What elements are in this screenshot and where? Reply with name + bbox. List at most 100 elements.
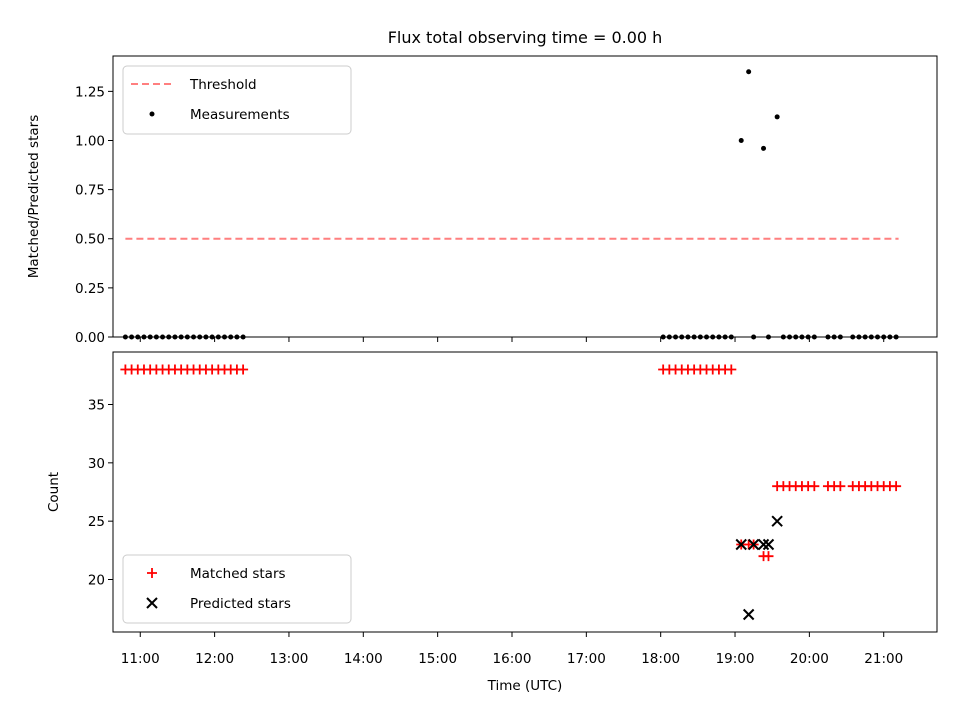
bottom-y-tick-label: 20	[88, 573, 105, 589]
bottom-y-tick-label: 30	[88, 456, 105, 472]
matched-star-marker	[726, 364, 737, 375]
legend-box	[122, 554, 352, 624]
x-tick-label: 15:00	[418, 651, 457, 667]
measurement-point	[710, 334, 716, 340]
measurement-point	[761, 145, 767, 151]
measurement-point	[738, 137, 744, 143]
legend-label: Matched stars	[190, 566, 286, 582]
measurement-point	[240, 334, 246, 340]
bottom-panel: 20 25 30 35 Count Matched stars Predicted star…	[46, 351, 938, 637]
top-y-tick-label: 1.00	[75, 133, 105, 149]
measurement-point	[837, 334, 843, 340]
top-panel: 0.00 0.25 0.50 0.75 1.00 1.25 Matched/Predicte…	[26, 55, 938, 346]
measurement-point	[722, 334, 728, 340]
measurement-point	[222, 334, 228, 340]
measurement-point	[751, 334, 757, 340]
measurement-point	[875, 334, 881, 340]
x-axis-label: Time (UTC)	[487, 678, 563, 694]
matched-star-marker	[835, 481, 846, 492]
x-tick-label: 12:00	[195, 651, 234, 667]
measurement-point	[799, 334, 805, 340]
measurement-point	[811, 334, 817, 340]
measurement-point	[660, 334, 666, 340]
bottom-legend: Matched stars Predicted stars	[122, 554, 352, 624]
measurement-point	[673, 334, 679, 340]
matched-star-marker	[238, 364, 249, 375]
measurement-point	[893, 334, 899, 340]
measurement-point	[793, 334, 799, 340]
measurement-point	[691, 334, 697, 340]
measurement-point	[881, 334, 887, 340]
measurement-point	[862, 334, 868, 340]
legend-measurement-swatch	[149, 111, 155, 117]
measurement-point	[666, 334, 672, 340]
measurement-point	[780, 334, 786, 340]
legend-matched-swatch	[147, 568, 157, 578]
bottom-y-axis-label: Count	[46, 472, 62, 512]
measurement-point	[184, 334, 190, 340]
predicted-star-marker	[735, 538, 747, 551]
measurement-point	[685, 334, 691, 340]
x-tick-label: 14:00	[344, 651, 383, 667]
legend-predicted-swatch	[146, 597, 158, 609]
bottom-axes-frame	[112, 351, 938, 633]
top-legend: Threshold Measurements	[122, 65, 352, 135]
measurement-point	[825, 334, 831, 340]
measurement-point	[153, 334, 159, 340]
x-tick-label: 19:00	[716, 651, 755, 667]
measurement-point	[166, 334, 172, 340]
x-axis: 11:00 12:00 13:00 14:00 15:00 16:00 17:00 18:00…	[121, 651, 903, 667]
measurement-point	[178, 334, 184, 340]
measurement-point	[774, 114, 780, 120]
matched-star-marker	[763, 551, 774, 562]
legend-label: Threshold	[189, 77, 257, 93]
measurement-point	[856, 334, 862, 340]
x-tick-label: 17:00	[567, 651, 606, 667]
top-y-tick-label: 0.00	[75, 330, 105, 346]
top-y-tick-label: 0.50	[75, 232, 105, 248]
predicted-star-marker	[742, 608, 755, 621]
measurement-point	[234, 334, 240, 340]
measurement-point	[147, 334, 153, 340]
bottom-y-tick-label: 25	[88, 514, 105, 530]
x-tick-label: 13:00	[269, 651, 308, 667]
predicted-star-marker	[762, 538, 775, 551]
measurement-point	[805, 334, 811, 340]
top-y-tick-label: 1.25	[75, 84, 105, 100]
measurement-point	[746, 69, 752, 75]
predicted-star-marker	[747, 538, 760, 551]
legend-label: Measurements	[190, 107, 290, 123]
matched-star-marker	[809, 481, 820, 492]
measurement-point	[197, 334, 203, 340]
bottom-y-tick-label: 35	[88, 398, 105, 414]
measurement-point	[697, 334, 703, 340]
predicted-star-marker	[771, 515, 783, 527]
measurement-point	[141, 334, 147, 340]
measurement-point	[228, 334, 234, 340]
matched-star-marker	[891, 481, 902, 492]
x-tick-label: 16:00	[493, 651, 532, 667]
chart-title: Flux total observing time = 0.00 h	[388, 28, 663, 47]
measurement-point	[728, 334, 734, 340]
legend-box	[122, 65, 352, 135]
x-tick-label: 11:00	[121, 651, 160, 667]
top-y-tick-label: 0.75	[75, 183, 105, 199]
measurement-point	[135, 334, 141, 340]
measurement-point	[203, 334, 209, 340]
measurement-point	[765, 334, 771, 340]
x-tick-label: 21:00	[864, 651, 903, 667]
top-y-axis-label: Matched/Predicted stars	[26, 115, 42, 278]
measurement-point	[209, 334, 215, 340]
x-tick-label: 18:00	[641, 651, 680, 667]
top-y-tick-label: 0.25	[75, 281, 105, 297]
predicted-star-marker	[757, 538, 770, 551]
measurement-point	[160, 334, 166, 340]
x-tick-label: 20:00	[790, 651, 829, 667]
measurement-point	[831, 334, 837, 340]
measurement-point	[887, 334, 893, 340]
measurement-point	[787, 334, 793, 340]
measurement-point	[679, 334, 685, 340]
measurement-point	[129, 334, 135, 340]
measurement-point	[716, 334, 722, 340]
